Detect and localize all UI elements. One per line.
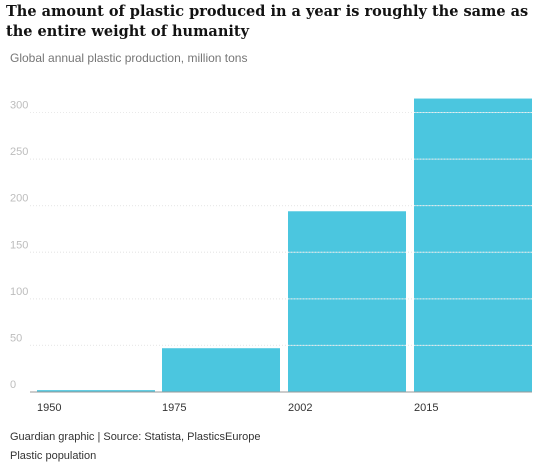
bar-1975 bbox=[162, 348, 280, 392]
y-tick-labels-layer: 0 50 100 150 200 250 300 bbox=[10, 100, 28, 391]
x-tick-labels-layer: 1950 1975 2002 2015 bbox=[37, 402, 438, 414]
chart-subtitle: Global annual plastic production, millio… bbox=[10, 51, 248, 65]
y-tick-label-50: 50 bbox=[10, 332, 22, 344]
y-tick-label-150: 150 bbox=[10, 239, 28, 251]
bar-1950 bbox=[37, 390, 155, 392]
y-tick-label-300: 300 bbox=[10, 100, 28, 112]
x-tick-label-2002: 2002 bbox=[288, 402, 312, 414]
chart-title: The amount of plastic produced in a year… bbox=[6, 3, 529, 40]
gridlines-layer bbox=[30, 112, 532, 393]
footer-label: Plastic population bbox=[10, 450, 97, 462]
source-credit: Guardian graphic | Source: Statista, Pla… bbox=[10, 431, 261, 443]
bars-layer bbox=[37, 98, 532, 393]
bar-2015 bbox=[414, 98, 532, 393]
y-tick-label-200: 200 bbox=[10, 193, 28, 205]
y-tick-label-0: 0 bbox=[10, 379, 16, 391]
bar-2002 bbox=[288, 211, 406, 392]
x-tick-label-1950: 1950 bbox=[37, 402, 61, 414]
y-tick-label-250: 250 bbox=[10, 146, 28, 158]
x-tick-label-2015: 2015 bbox=[414, 402, 438, 414]
y-tick-label-100: 100 bbox=[10, 286, 28, 298]
x-tick-label-1975: 1975 bbox=[162, 402, 186, 414]
